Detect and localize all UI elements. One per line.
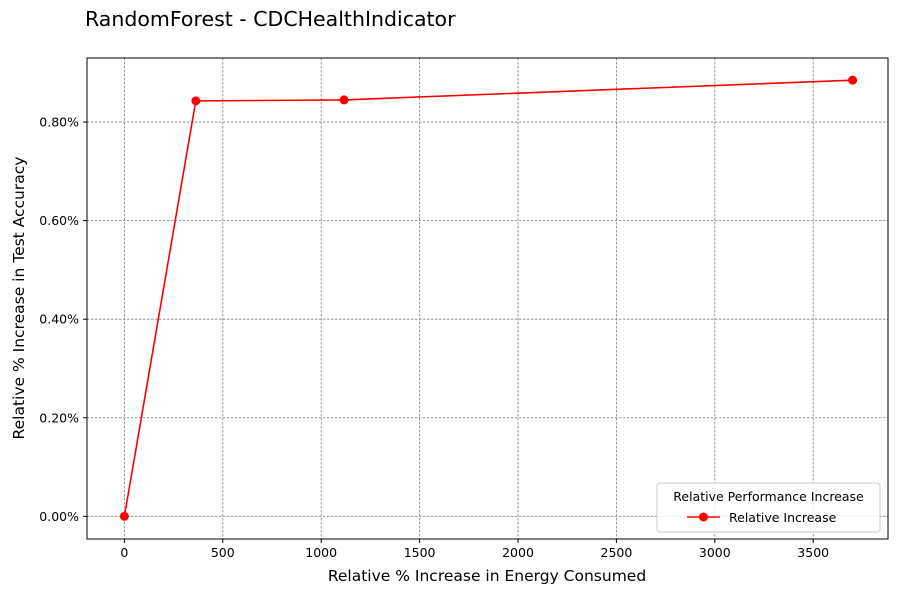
y-tick-label: 0.00% [39, 509, 79, 524]
y-tick-label: 0.80% [39, 115, 79, 130]
y-axis-label: Relative % Increase in Test Accuracy [10, 157, 28, 440]
chart-title: RandomForest - CDCHealthIndicator [85, 7, 456, 31]
x-tick-label: 2000 [502, 545, 534, 560]
data-point [339, 95, 349, 105]
data-point [848, 75, 858, 85]
x-tick-label: 3000 [699, 545, 731, 560]
legend-marker-swatch [699, 512, 708, 522]
series-line [123, 79, 853, 517]
grid [87, 58, 888, 539]
y-axis: 0.00% 0.20% 0.40% 0.60% 0.80% [39, 115, 87, 524]
x-tick-label: 3500 [797, 545, 829, 560]
x-tick-label: 1500 [404, 545, 436, 560]
y-tick-label: 0.20% [39, 410, 79, 425]
x-tick-label: 2500 [601, 545, 633, 560]
x-tick-label: 500 [211, 545, 235, 560]
legend-box [656, 482, 881, 533]
plot-frame [86, 57, 889, 540]
data-point [191, 96, 201, 106]
data-point [119, 511, 129, 521]
x-axis: 0 500 1000 1500 2000 2500 3000 3500 [120, 539, 829, 560]
x-tick-label: 1000 [305, 545, 337, 560]
y-tick-label: 0.40% [39, 312, 79, 327]
legend: Relative Performance Increase Relative I… [656, 482, 881, 533]
series-layer [119, 75, 858, 521]
legend-series-label: Relative Increase [729, 510, 837, 525]
x-axis-label: Relative % Increase in Energy Consumed [328, 567, 646, 585]
y-tick-label: 0.60% [39, 213, 79, 228]
x-tick-label: 0 [120, 545, 128, 560]
legend-title: Relative Performance Increase [673, 489, 864, 504]
